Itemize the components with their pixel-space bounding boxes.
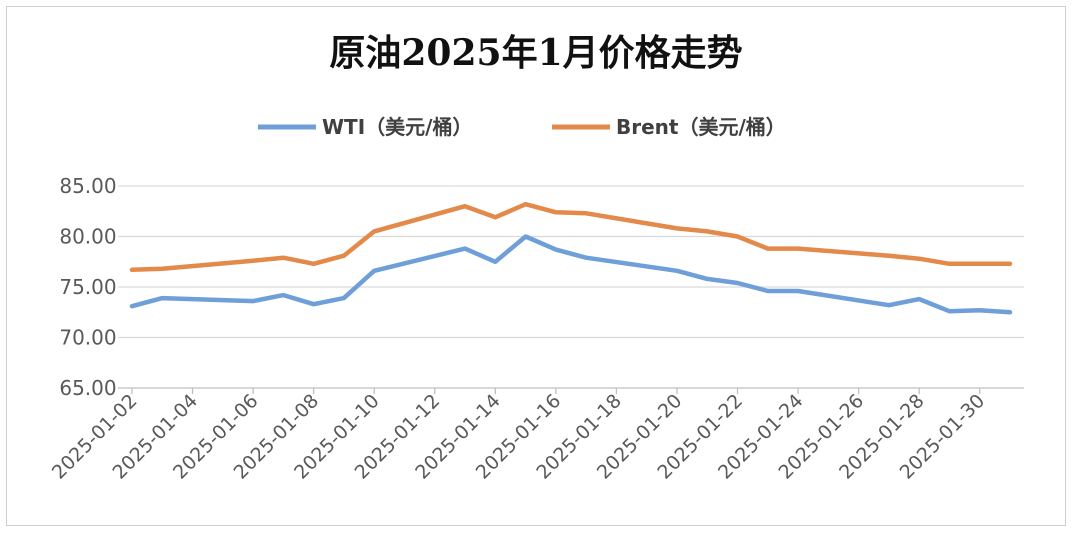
x-axis-ticks: 2025-01-022025-01-042025-01-062025-01-08… <box>48 388 989 484</box>
y-tick-label: 80.00 <box>59 225 116 249</box>
series-line-brent <box>129 201 1013 273</box>
y-tick-label: 85.00 <box>59 174 116 198</box>
y-tick-label: 65.00 <box>59 376 116 400</box>
series-line-wti <box>129 234 1013 315</box>
y-tick-label: 70.00 <box>59 326 116 350</box>
y-axis-ticks: 85.00 80.00 75.00 70.00 65.00 <box>59 174 116 400</box>
gridlines <box>118 185 1024 389</box>
legend: WTI（美元/桶） Brent（美元/桶） <box>258 115 786 139</box>
chart-title: 原油2025年1月价格走势 <box>329 32 743 74</box>
legend-label-brent: Brent（美元/桶） <box>616 115 786 139</box>
series-lines <box>129 201 1013 315</box>
y-tick-label: 75.00 <box>59 275 116 299</box>
legend-label-wti: WTI（美元/桶） <box>322 115 472 139</box>
